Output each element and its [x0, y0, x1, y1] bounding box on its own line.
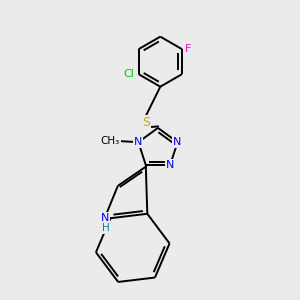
Text: N: N: [100, 213, 109, 223]
Text: Cl: Cl: [124, 69, 135, 79]
Text: H: H: [102, 223, 110, 233]
Text: CH₃: CH₃: [101, 136, 120, 146]
Text: F: F: [185, 44, 192, 54]
Text: N: N: [166, 160, 174, 170]
Text: S: S: [142, 116, 151, 128]
Text: N: N: [134, 137, 142, 147]
Text: N: N: [173, 137, 182, 147]
